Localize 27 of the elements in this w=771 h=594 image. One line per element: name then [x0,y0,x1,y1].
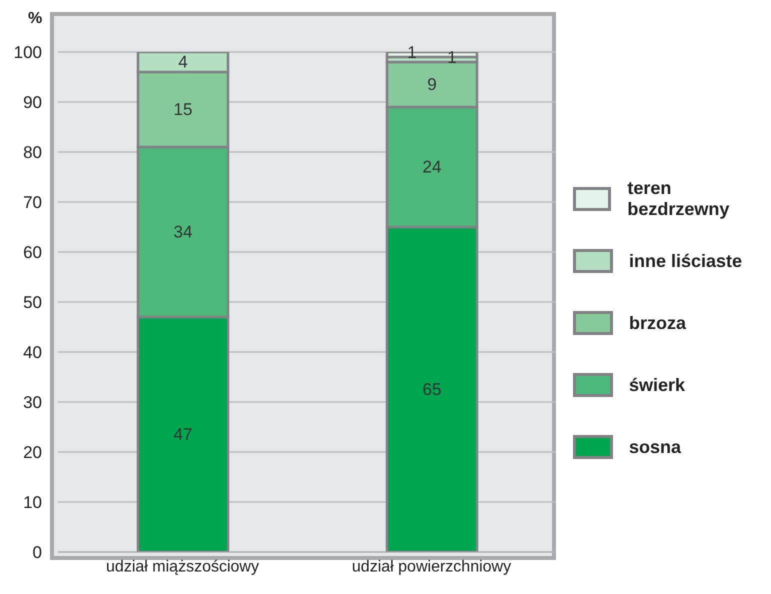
y-tick-label: 40 [23,343,42,362]
data-label: 24 [422,158,442,176]
legend-label: inne liściaste [629,250,742,272]
y-tick-label: 30 [23,393,42,412]
y-tick-label: 0 [32,543,42,562]
y-axis-title: % [28,10,42,28]
data-label: 47 [174,425,192,444]
data-label: 4 [178,52,188,72]
y-tick-label: 50 [23,293,42,312]
data-label: 9 [427,75,437,94]
y-tick-label: 60 [23,243,42,262]
data-label: 1 [407,43,417,62]
legend-label: sosna [629,436,682,458]
y-tick-label: 20 [23,443,42,462]
legend-label: brzoza [629,312,686,334]
x-tick-label: udział powierzchniowy [352,558,512,576]
legend-label: świerk [629,374,686,396]
data-label: 15 [174,100,192,119]
legend-label: teren bezdrzewny [627,178,730,220]
data-label: 34 [174,222,192,242]
y-tick-label: 80 [23,143,42,162]
y-tick-label: 70 [23,193,42,212]
y-tick-label: 90 [23,93,42,112]
data-label: 65 [422,380,442,399]
x-tick-label: udział miąższościowy [106,558,259,576]
y-tick-label: 100 [14,43,42,62]
y-tick-label: 10 [23,493,42,512]
